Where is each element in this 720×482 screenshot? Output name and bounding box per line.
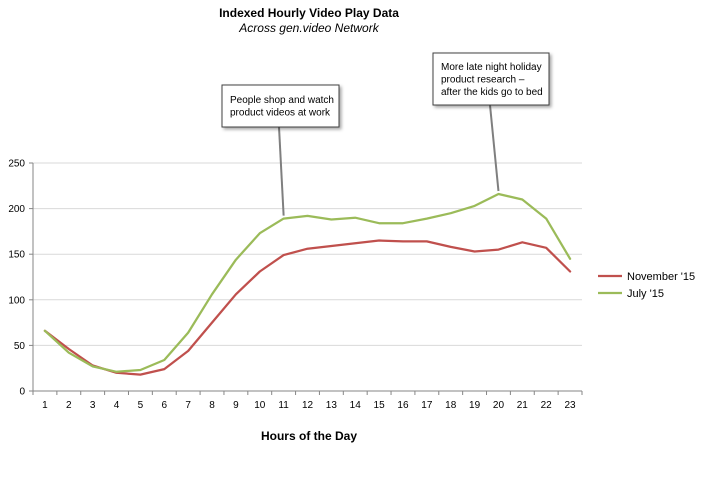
x-tick-label: 2 [66, 400, 72, 411]
x-tick-label: 1 [42, 400, 48, 411]
annotation-text: after the kids go to bed [441, 87, 543, 98]
y-tick-label: 150 [8, 250, 25, 261]
x-tick-label: 10 [254, 400, 266, 411]
y-tick-label: 50 [14, 341, 26, 352]
x-tick-label: 5 [138, 400, 144, 411]
x-tick-label: 9 [233, 400, 239, 411]
y-tick-label: 200 [8, 204, 25, 215]
chart-subtitle: Across gen.video Network [238, 21, 379, 35]
annotation-text: People shop and watch [230, 95, 334, 106]
x-tick-label: 18 [445, 400, 457, 411]
x-tick-label: 16 [397, 400, 409, 411]
y-tick-label: 0 [19, 387, 25, 398]
x-tick-label: 3 [90, 400, 96, 411]
x-tick-label: 21 [517, 400, 529, 411]
annotation-box [221, 84, 340, 128]
x-tick-label: 17 [421, 400, 433, 411]
annotation-text: product videos at work [230, 108, 331, 119]
annotation-text: product research – [441, 74, 525, 85]
series-line-1 [43, 192, 572, 373]
x-tick-label: 14 [350, 400, 362, 411]
gridlines [33, 162, 582, 346]
y-axis-ticks: 0 50 100 150 200 250 [8, 159, 33, 398]
legend-label: July '15 [627, 288, 664, 300]
x-tick-label: 4 [114, 400, 120, 411]
x-tick-label: 12 [302, 400, 314, 411]
y-tick-label: 250 [8, 159, 25, 170]
x-tick-label: 11 [278, 400, 289, 411]
annotations: People shop and watch product videos at w… [221, 52, 550, 216]
y-tick-label: 100 [8, 295, 25, 306]
x-tick-label: 6 [162, 400, 168, 411]
x-axis-ticks: 1 2 3 4 5 6 7 8 9 10 11 12 13 14 15 16 17 18 19 20 21 22 23 [32, 391, 583, 411]
x-tick-label: 23 [565, 400, 577, 411]
x-axis-label: Hours of the Day [261, 429, 357, 443]
x-tick-label: 15 [374, 400, 386, 411]
x-tick-label: 7 [185, 400, 191, 411]
x-tick-label: 20 [493, 400, 505, 411]
series-lines [43, 192, 572, 376]
chart-title: Indexed Hourly Video Play Data [219, 6, 399, 20]
x-tick-label: 22 [541, 400, 553, 411]
series-line-0 [43, 239, 572, 376]
annotation-leader-line [489, 104, 500, 192]
annotation-leader-line [278, 126, 285, 216]
annotation-box [432, 52, 550, 106]
annotation-text: More late night holiday [441, 62, 542, 73]
legend-label: November '15 [627, 271, 695, 283]
x-tick-label: 19 [469, 400, 481, 411]
x-tick-label: 13 [326, 400, 338, 411]
x-tick-label: 8 [209, 400, 215, 411]
legend: November '15 July '15 [598, 271, 695, 300]
axes [32, 163, 582, 392]
